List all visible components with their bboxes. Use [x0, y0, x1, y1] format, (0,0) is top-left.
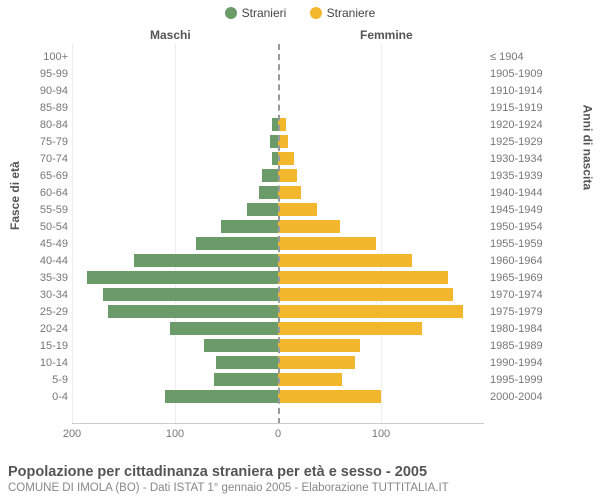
age-label: 20-24: [8, 324, 68, 335]
birth-year-label: 1930-1934: [490, 154, 590, 165]
bar-male: [247, 203, 278, 216]
birth-year-label: 1940-1944: [490, 188, 590, 199]
age-label: 10-14: [8, 358, 68, 369]
bar-male: [204, 339, 278, 352]
bar-female: [278, 237, 376, 250]
birth-year-label: ≤ 1904: [490, 52, 590, 63]
bar-male: [259, 186, 278, 199]
population-pyramid-chart: Stranieri Straniere Maschi Femmine Fasce…: [0, 0, 600, 500]
birth-year-label: 1975-1979: [490, 307, 590, 318]
legend-swatch-male: [225, 7, 237, 19]
birth-year-label: 2000-2004: [490, 392, 590, 403]
age-label: 90-94: [8, 86, 68, 97]
birth-year-label: 1980-1984: [490, 324, 590, 335]
bar-female: [278, 373, 342, 386]
bar-female: [278, 220, 340, 233]
birth-year-label: 1920-1924: [490, 120, 590, 131]
age-label: 25-29: [8, 307, 68, 318]
birth-year-label: 1970-1974: [490, 290, 590, 301]
bar-female: [278, 390, 381, 403]
birth-year-label: 1955-1959: [490, 239, 590, 250]
bar-male: [108, 305, 278, 318]
bar-male: [170, 322, 278, 335]
bar-male: [221, 220, 278, 233]
birth-year-label: 1950-1954: [490, 222, 590, 233]
legend: Stranieri Straniere: [0, 0, 600, 22]
birth-year-label: 1965-1969: [490, 273, 590, 284]
bar-male: [103, 288, 278, 301]
center-line: [278, 44, 280, 424]
age-label: 85-89: [8, 103, 68, 114]
column-header-male: Maschi: [150, 28, 191, 42]
age-label: 45-49: [8, 239, 68, 250]
birth-year-label: 1945-1949: [490, 205, 590, 216]
bar-female: [278, 169, 297, 182]
age-label: 65-69: [8, 171, 68, 182]
age-label: 80-84: [8, 120, 68, 131]
birth-year-label: 1925-1929: [490, 137, 590, 148]
birth-year-label: 1960-1964: [490, 256, 590, 267]
age-label: 100+: [8, 52, 68, 63]
x-tick-label: 100: [372, 428, 390, 440]
birth-year-label: 1995-1999: [490, 375, 590, 386]
age-label: 50-54: [8, 222, 68, 233]
age-label: 35-39: [8, 273, 68, 284]
birth-year-label: 1990-1994: [490, 358, 590, 369]
bar-male: [216, 356, 278, 369]
birth-year-label: 1985-1989: [490, 341, 590, 352]
bar-female: [278, 356, 355, 369]
age-label: 15-19: [8, 341, 68, 352]
footer-subtitle: COMUNE DI IMOLA (BO) - Dati ISTAT 1° gen…: [8, 482, 592, 494]
plot-area: [72, 44, 484, 424]
bar-female: [278, 186, 301, 199]
bar-female: [278, 254, 412, 267]
age-label: 75-79: [8, 137, 68, 148]
bar-male: [262, 169, 278, 182]
column-header-female: Femmine: [360, 28, 413, 42]
age-label: 70-74: [8, 154, 68, 165]
legend-swatch-female: [310, 7, 322, 19]
x-axis-line: [72, 423, 484, 424]
footer-title: Popolazione per cittadinanza straniera p…: [8, 464, 592, 480]
bar-female: [278, 339, 360, 352]
birth-year-label: 1905-1909: [490, 69, 590, 80]
bar-male: [270, 135, 278, 148]
bar-female: [278, 305, 463, 318]
birth-year-label: 1910-1914: [490, 86, 590, 97]
legend-item-male: Stranieri: [225, 6, 287, 20]
age-label: 40-44: [8, 256, 68, 267]
right-axis-labels: ≤ 1904 1905-1909 1910-1914 1915-1919 1920-19…: [490, 44, 590, 424]
age-label: 0-4: [8, 392, 68, 403]
birth-year-label: 1935-1939: [490, 171, 590, 182]
bar-female: [278, 271, 448, 284]
bar-female: [278, 288, 453, 301]
age-label: 55-59: [8, 205, 68, 216]
bar-female: [278, 322, 422, 335]
left-axis-labels: 100+ 95-99 90-94 85-89 80-84 75-79 70-74 65-69 6…: [8, 44, 68, 424]
bar-male: [134, 254, 278, 267]
age-label: 95-99: [8, 69, 68, 80]
birth-year-label: 1915-1919: [490, 103, 590, 114]
bar-male: [196, 237, 278, 250]
bar-male: [165, 390, 278, 403]
x-tick-label: 100: [166, 428, 184, 440]
bar-female: [278, 203, 317, 216]
age-label: 60-64: [8, 188, 68, 199]
x-tick-label: 0: [275, 428, 281, 440]
bar-male: [214, 373, 278, 386]
age-label: 5-9: [8, 375, 68, 386]
bar-female: [278, 152, 294, 165]
legend-label-male: Stranieri: [242, 6, 287, 20]
legend-label-female: Straniere: [327, 6, 376, 20]
legend-item-female: Straniere: [310, 6, 376, 20]
bar-male: [87, 271, 278, 284]
x-tick-label: 200: [63, 428, 81, 440]
chart-footer: Popolazione per cittadinanza straniera p…: [8, 464, 592, 494]
age-label: 30-34: [8, 290, 68, 301]
